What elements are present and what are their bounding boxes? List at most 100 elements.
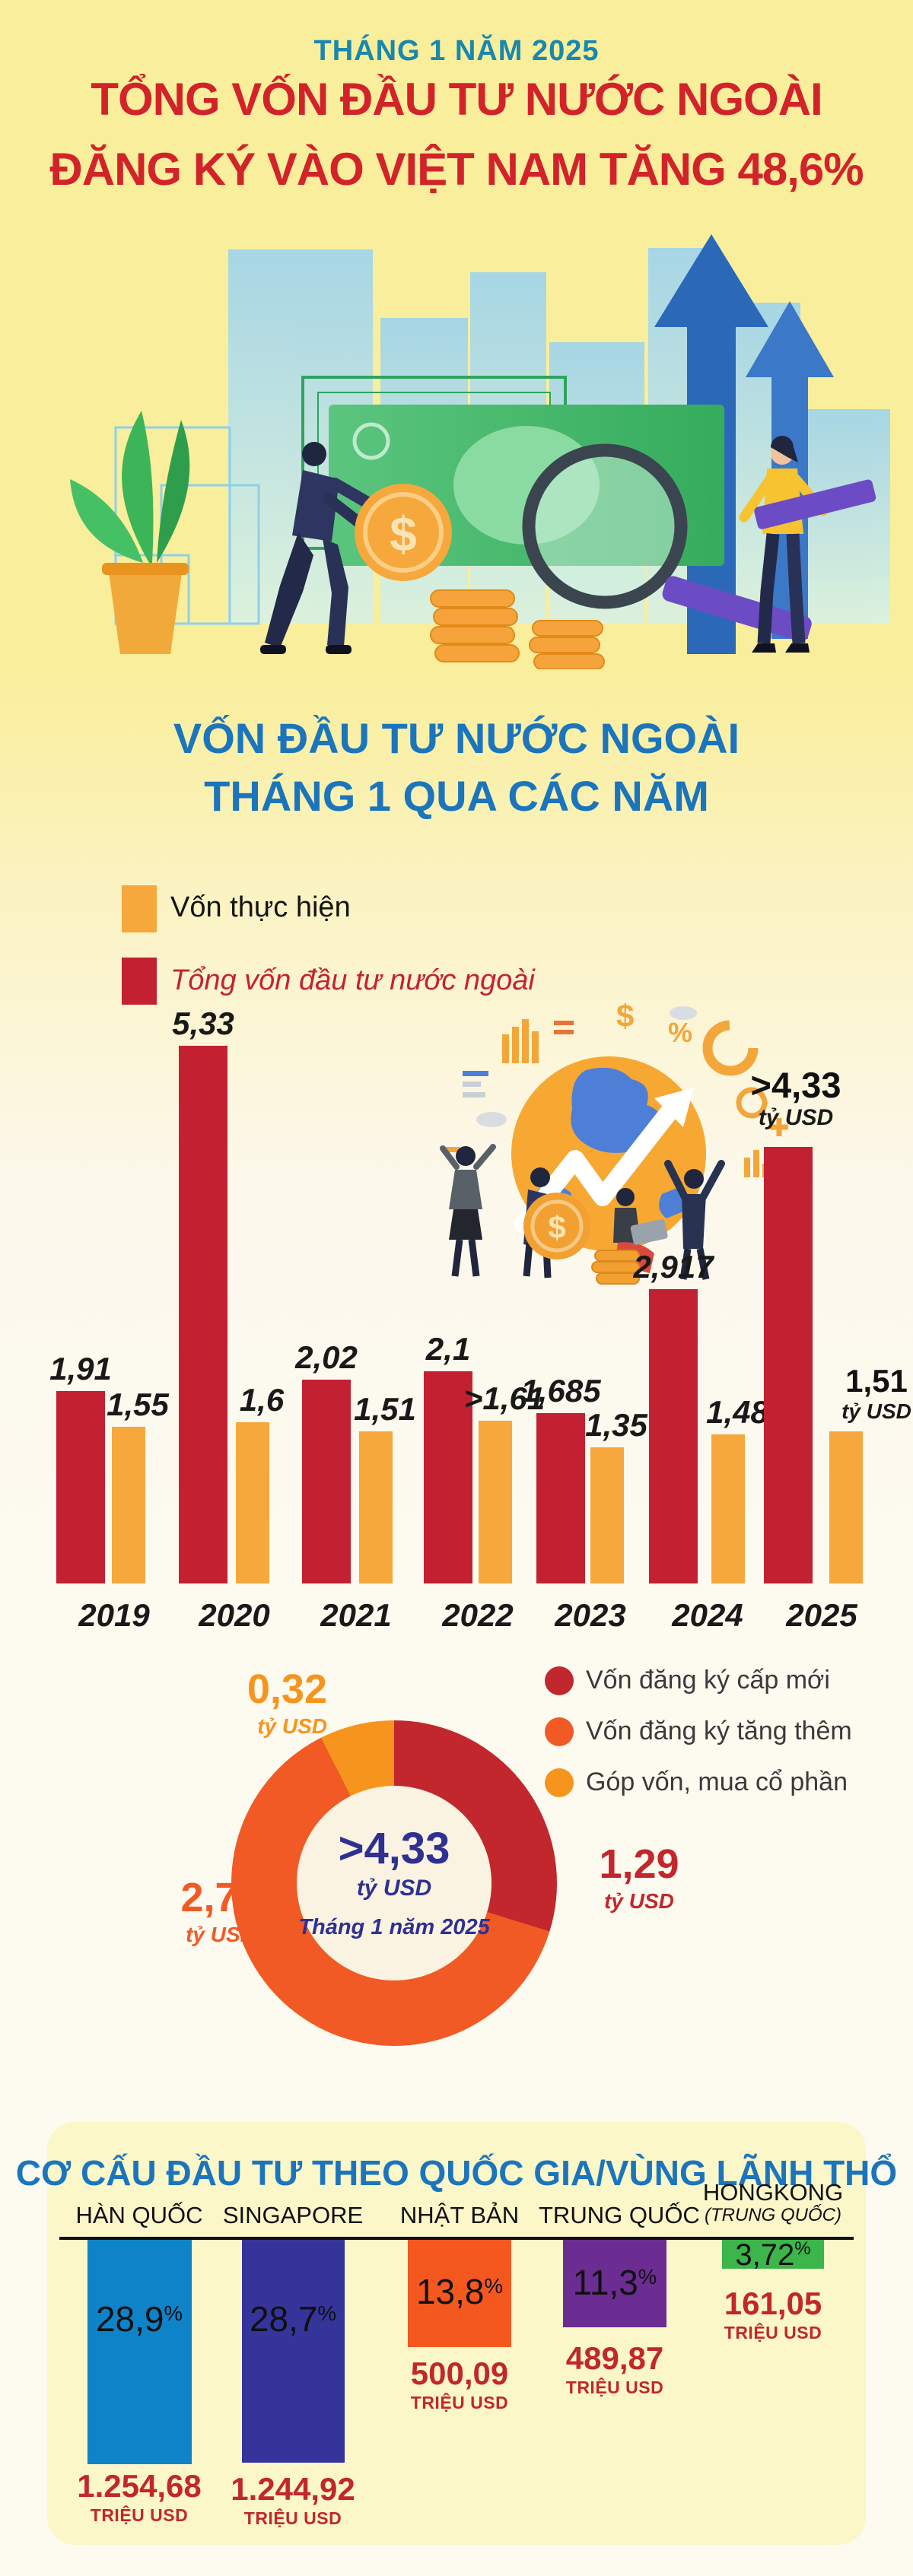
total-value: >4,33 <box>750 1065 841 1105</box>
donut-center: >4,33 tỷ USD Tháng 1 năm 2025 <box>297 1786 491 1980</box>
country-name-3: TRUNG QUỐC <box>539 2202 700 2228</box>
svg-text:%: % <box>668 1017 692 1048</box>
year-label-2023: 2023 <box>555 1597 626 1633</box>
slice-value: 2,72 <box>180 1875 261 1920</box>
percent-sign: % <box>164 2301 183 2325</box>
country-pct-2: 13,8% <box>415 2272 504 2311</box>
country-amount-1: 1.244,92 TRIỆU USD <box>209 2473 377 2527</box>
country-bar-0 <box>87 2240 192 2464</box>
slice-value: 1,29 <box>599 1841 679 1887</box>
donut-legend-item-1: Vốn đăng ký tăng thêm <box>545 1717 852 1746</box>
total-bar-2023 <box>536 1413 585 1583</box>
total-unit: tỷ USD <box>758 1105 834 1131</box>
donut-chart: >4,33 tỷ USD Tháng 1 năm 2025 <box>231 1720 557 2046</box>
donut-center-value: >4,33 <box>338 1823 450 1873</box>
legend-label: Góp vốn, mua cổ phần <box>586 1768 848 1796</box>
total-bar-2022 <box>424 1371 472 1583</box>
slice-callout-2: 0,32 tỷ USD <box>171 1669 327 1737</box>
country-name-line: HONGKONG <box>702 2179 844 2206</box>
year-label-2024: 2024 <box>672 1597 743 1633</box>
country-pct-4: 3,72% <box>735 2238 811 2272</box>
donut-center-period: Tháng 1 năm 2025 <box>298 1914 490 1939</box>
slice-unit: tỷ USD <box>257 1714 327 1738</box>
magnifier-icon <box>522 443 812 642</box>
globe-illustration: $ % $ <box>440 998 788 1285</box>
country-amount-2: 500,09 TRIỆU USD <box>376 2358 543 2412</box>
realized-bar-2022 <box>479 1421 512 1583</box>
amount-value: 161,05 <box>724 2285 822 2321</box>
country-name-4: HONGKONG (TRUNG QUỐC) <box>697 2179 849 2226</box>
legend-swatch-total <box>122 958 157 1005</box>
years-chart-title-line2: THÁNG 1 QUA CÁC NĂM <box>204 772 709 820</box>
realized-bar-2025 <box>829 1431 863 1583</box>
amount-value: 1.244,92 <box>231 2471 355 2507</box>
years-chart-title-line1: VỐN ĐẦU TƯ NƯỚC NGOÀI <box>173 714 740 762</box>
page-title-line2: ĐĂNG KÝ VÀO VIỆT NAM TĂNG 48,6% <box>49 144 864 195</box>
legend-dot <box>545 1717 574 1746</box>
realized-value-label-2019: 1,55 <box>107 1386 169 1422</box>
year-label-2022: 2022 <box>442 1597 514 1633</box>
realized-value-label-2022: >1,61 <box>463 1380 546 1416</box>
legend-label: Vốn đăng ký tăng thêm <box>586 1717 852 1745</box>
plant-icon <box>70 411 190 654</box>
page-title-line1: TỔNG VỐN ĐẦU TƯ NƯỚC NGOÀI <box>91 74 822 125</box>
legend-swatch-realized <box>122 885 157 932</box>
total-value-label-2020: 5,33 <box>172 1005 234 1041</box>
country-bar-4 <box>722 2240 824 2269</box>
country-subname: (TRUNG QUỐC) <box>705 2205 841 2226</box>
donut-chart-icon <box>702 1020 759 1076</box>
percent-sign: % <box>484 2274 504 2298</box>
slice-callout-0: 1,29 tỷ USD <box>586 1844 692 1912</box>
donut-legend: Vốn đăng ký cấp mới Vốn đăng ký tăng thêm… <box>545 1666 852 1818</box>
realized-unit: tỷ USD <box>841 1399 911 1424</box>
realized-value: 1,51 <box>845 1363 908 1399</box>
year-label-2021: 2021 <box>320 1597 392 1633</box>
country-name-1: SINGAPORE <box>222 2202 364 2228</box>
bar-chart-icon <box>502 1019 539 1063</box>
total-value-label-2025: >4,33 tỷ USD <box>712 1066 880 1130</box>
slice-callout-1: 2,72 tỷ USD <box>141 1877 301 1945</box>
total-value-label-2023: 1,685 <box>520 1373 601 1409</box>
amount-value: 1.254,68 <box>77 2468 202 2504</box>
total-bar-2024 <box>649 1289 698 1583</box>
countries-axis-line <box>59 2237 854 2240</box>
countries-title: CƠ CẤU ĐẦU TƯ THEO QUỐC GIA/VÙNG LÃNH TH… <box>15 2153 898 2193</box>
country-pct-0: 28,9% <box>95 2299 183 2339</box>
country-amount-3: 489,87 TRIỆU USD <box>531 2343 698 2397</box>
amount-unit: TRIỆU USD <box>90 2505 189 2525</box>
percent-sign: % <box>638 2265 657 2289</box>
realized-bar-2020 <box>236 1422 269 1583</box>
total-bar-2025 <box>764 1147 813 1583</box>
kicker-date: THÁNG 1 NĂM 2025 <box>313 35 600 67</box>
total-value-label-2021: 2,02 <box>295 1339 358 1375</box>
svg-text:$: $ <box>616 998 634 1034</box>
legend-dot <box>545 1666 574 1695</box>
total-value-label-2022: 2,1 <box>425 1331 471 1367</box>
amount-unit: TRIỆU USD <box>724 2323 822 2343</box>
donut-legend-item-0: Vốn đăng ký cấp mới <box>545 1666 852 1695</box>
slice-unit: tỷ USD <box>604 1889 674 1913</box>
amount-unit: TRIỆU USD <box>410 2393 509 2412</box>
hero-illustration: $ <box>70 234 890 669</box>
coin-icon: $ <box>355 484 452 581</box>
realized-value-label-2025: 1,51 tỷ USD <box>816 1364 913 1422</box>
legend-label: Vốn đăng ký cấp mới <box>586 1666 830 1695</box>
country-bar-3 <box>563 2240 666 2327</box>
realized-bar-2023 <box>590 1447 624 1583</box>
slice-unit: tỷ USD <box>186 1923 256 1946</box>
donut-legend-item-2: Góp vốn, mua cổ phần <box>545 1768 852 1797</box>
percent-sign: % <box>794 2238 811 2259</box>
country-bar-2 <box>408 2240 511 2347</box>
total-bar-2020 <box>179 1046 227 1583</box>
svg-text:$: $ <box>390 507 417 561</box>
svg-text:$: $ <box>548 1209 565 1245</box>
year-label-2025: 2025 <box>786 1597 857 1633</box>
country-name-0: HÀN QUỐC <box>75 2202 203 2228</box>
realized-value-label-2024: 1,48 <box>706 1394 768 1430</box>
total-bar-2019 <box>56 1391 105 1583</box>
yearly-bar-chart: 1,91 1,55 2019 5,33 1,6 2020 2,02 1,51 2021 2,1 >1… <box>0 989 913 1643</box>
realized-value-label-2023: 1,35 <box>585 1407 647 1443</box>
people-icons: $ <box>440 1144 725 1285</box>
country-amount-0: 1.254,68 TRIỆU USD <box>56 2470 223 2524</box>
businesswoman-icon <box>739 436 876 653</box>
